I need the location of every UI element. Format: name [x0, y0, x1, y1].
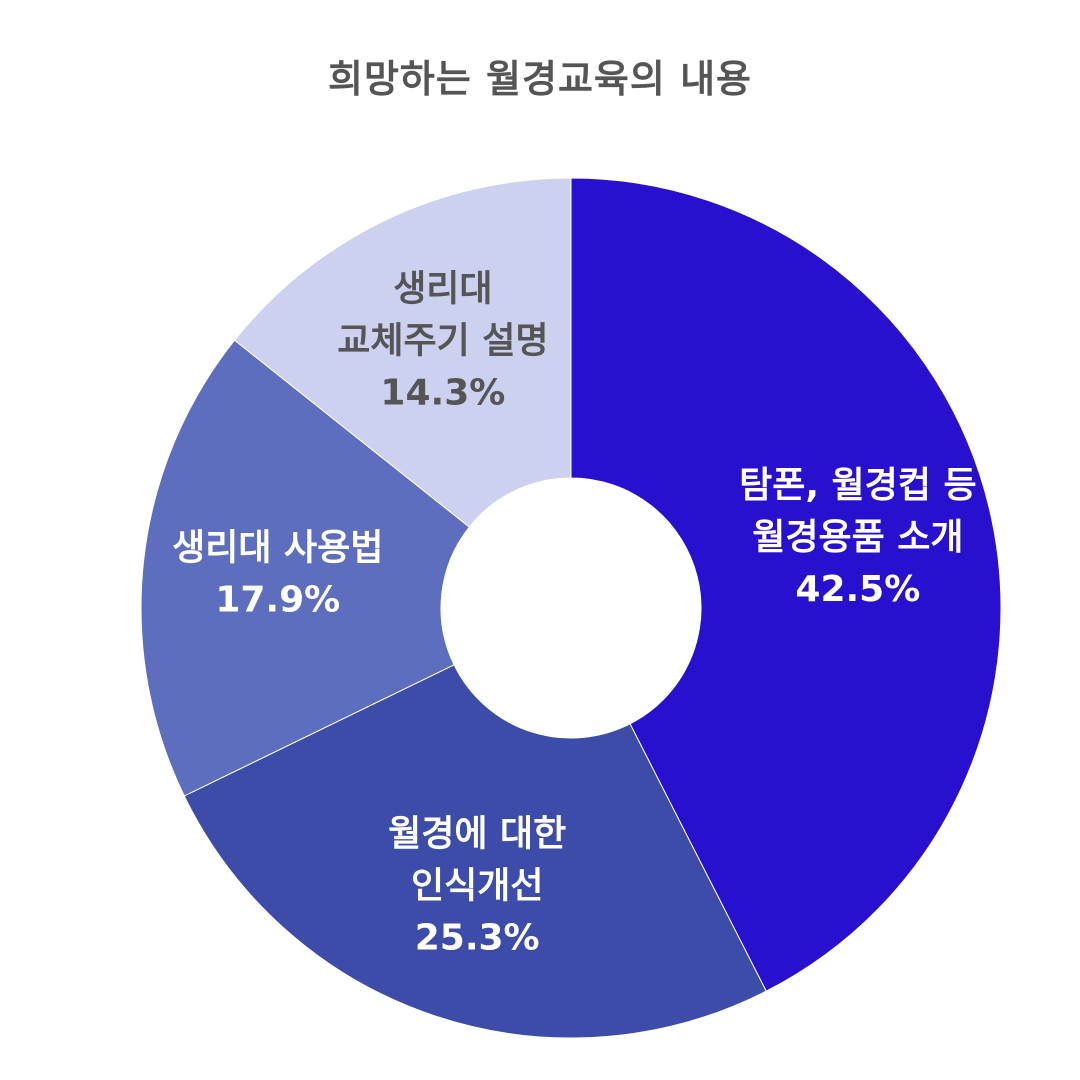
- chart-title: 희망하는 월경교육의 내용: [327, 57, 753, 101]
- slice-category-label: 인식개선: [411, 866, 543, 907]
- slice-value-label: 25.3%: [415, 918, 540, 959]
- slice-category-label: 월경에 대한: [388, 814, 566, 855]
- slice-value-label: 14.3%: [380, 372, 505, 413]
- slice-0: [570, 177, 1002, 992]
- slice-1: [183, 664, 767, 1039]
- slice-value-label: 42.5%: [795, 569, 920, 610]
- slice-value-label: 17.9%: [215, 580, 340, 621]
- slice-category-label: 교체주기 설명: [337, 320, 548, 361]
- slice-2: [140, 339, 470, 797]
- slice-category-label: 생리대: [393, 268, 492, 309]
- slice-label-2: 생리대 사용법 17.9%: [172, 528, 383, 621]
- slice-category-label: 생리대 사용법: [172, 528, 383, 569]
- slice-category-label: 탐폰, 월경컵 등: [739, 465, 976, 506]
- slice-3: [233, 177, 572, 528]
- slice-category-label: 월경용품 소개: [752, 517, 963, 558]
